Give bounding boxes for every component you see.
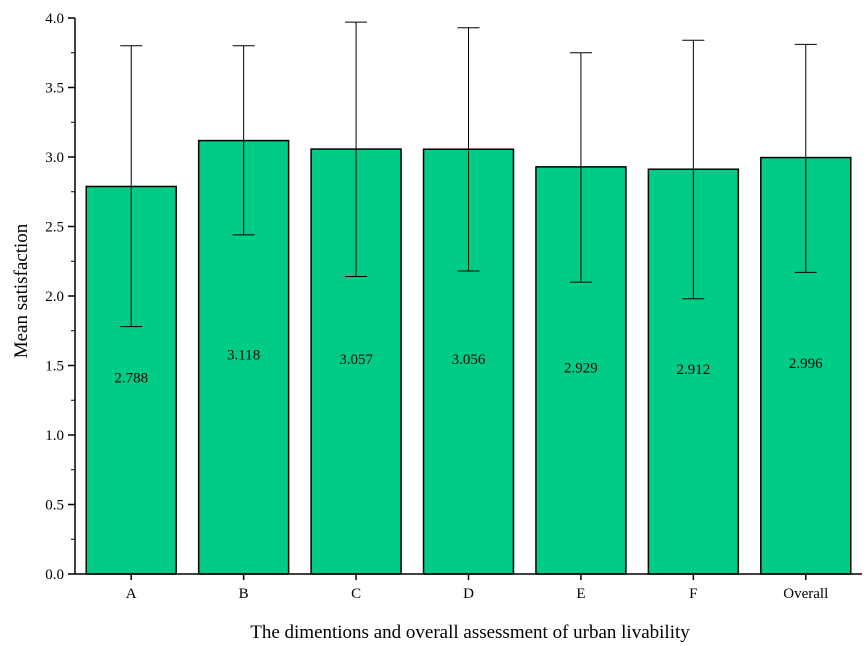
y-ticks-group: 0.0 0.5 1.0 1.5 2.0 2.5 3.0 3.5 4.0 (45, 11, 75, 583)
value-label-e: 2.929 (564, 361, 598, 377)
y-tick-label: 3.5 (45, 81, 64, 97)
value-label-c: 3.057 (339, 352, 373, 368)
value-label-a: 2.788 (114, 370, 148, 386)
y-tick-label: 4.0 (45, 11, 64, 27)
y-tick-label: 1.5 (45, 359, 64, 375)
value-label-overall: 2.996 (789, 356, 823, 372)
y-axis-title: Mean satisfaction (11, 223, 32, 358)
x-tick-label-overall: Overall (783, 586, 828, 602)
y-tick-label: 3.0 (45, 150, 64, 166)
x-axis-title: The dimentions and overall assessment of… (250, 622, 690, 643)
y-tick-label: 0.0 (45, 567, 64, 583)
value-label-b: 3.118 (227, 348, 260, 364)
x-tick-label-b: B (239, 586, 249, 602)
y-tick-label: 2.5 (45, 220, 64, 236)
x-ticks-group: A B C D E F Overall (126, 574, 828, 602)
x-tick-label-a: A (126, 586, 137, 602)
value-label-f: 2.912 (676, 362, 710, 378)
y-tick-label: 2.0 (45, 289, 64, 305)
x-tick-label-f: F (689, 586, 697, 602)
error-bars-group (120, 21, 817, 328)
x-tick-label-c: C (351, 586, 361, 602)
value-labels-group: 2.788 3.118 3.057 3.056 2.929 2.912 2.996 (114, 348, 823, 387)
y-tick-label: 0.5 (45, 498, 64, 514)
y-tick-label: 1.0 (45, 428, 64, 444)
x-tick-label-d: D (463, 586, 474, 602)
x-tick-label-e: E (576, 586, 585, 602)
value-label-d: 3.056 (452, 352, 486, 368)
